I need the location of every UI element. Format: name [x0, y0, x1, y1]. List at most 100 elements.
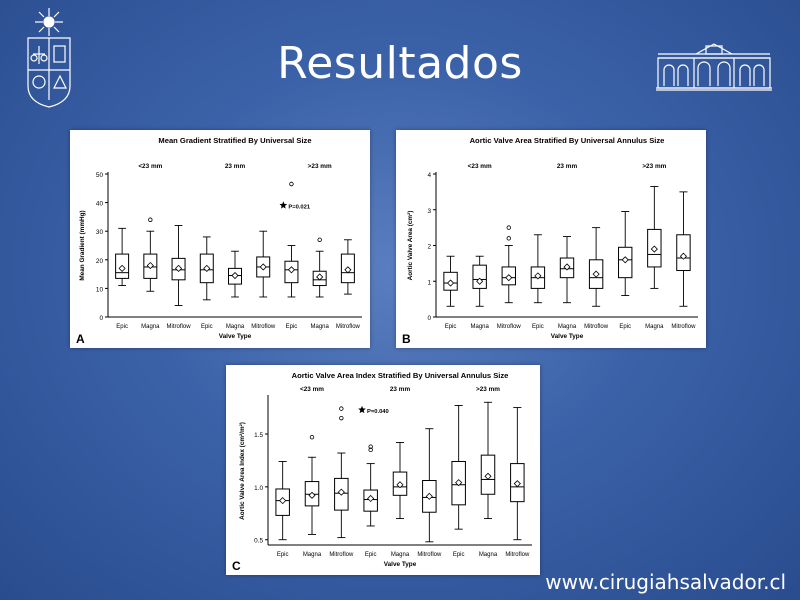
x-tick-label: Epic — [286, 324, 298, 330]
x-tick-label: Magna — [391, 552, 410, 558]
mean-marker — [650, 245, 658, 253]
mean-marker — [344, 266, 352, 274]
mean-marker — [279, 497, 287, 505]
x-tick-label: Epic — [453, 552, 465, 558]
x-tick-label: Magna — [558, 324, 577, 330]
group-label: <23 mm — [300, 386, 324, 393]
x-tick-label: Epic — [201, 324, 213, 330]
chart-panel-b: Aortic Valve Area Stratified By Universa… — [396, 130, 706, 348]
outlier-point — [506, 236, 511, 241]
chart-title: Aortic Valve Area Stratified By Universa… — [470, 136, 665, 145]
mean-marker — [146, 261, 154, 270]
group-label: 23 mm — [557, 163, 578, 170]
mean-marker — [396, 481, 404, 489]
mean-marker — [367, 494, 375, 503]
mean-marker — [513, 480, 521, 488]
university-crest-icon — [24, 8, 74, 113]
y-tick-label: 2 — [427, 244, 431, 251]
aortic-valve-area-index-boxplot: Aortic Valve Area Index Stratified By Un… — [232, 371, 532, 573]
hospital-building-icon — [654, 40, 774, 97]
box-magna — [472, 264, 487, 289]
x-axis-label: Valve Type — [551, 333, 584, 340]
x-tick-label: Mitroflow — [497, 324, 522, 330]
panel-letter: B — [402, 332, 411, 346]
y-tick-label: 1 — [427, 279, 431, 286]
mean-marker — [484, 472, 492, 480]
x-tick-label: Mitroflow — [336, 324, 361, 330]
x-tick-label: Epic — [365, 552, 377, 558]
mean-marker — [337, 488, 345, 496]
chart-title: Mean Gradient Stratified By Universal Si… — [158, 136, 311, 145]
y-tick-label: 10 — [96, 286, 104, 293]
significance-star — [279, 201, 288, 209]
y-tick-label: 0.5 — [254, 538, 263, 545]
y-axis-label: Aortic Valve Area (cm²) — [407, 211, 414, 281]
group-label: >23 mm — [308, 163, 332, 170]
y-tick-label: 0 — [99, 315, 103, 322]
x-tick-label: Mitroflow — [505, 552, 530, 558]
outlier-point — [309, 434, 315, 440]
significance-star — [358, 405, 366, 414]
group-label: >23 mm — [642, 163, 666, 170]
mean-marker — [118, 264, 126, 272]
x-tick-label: Epic — [619, 324, 631, 330]
mean-gradient-boxplot: Mean Gradient Stratified By Universal Si… — [76, 136, 362, 346]
y-axis-label: Mean Gradient (mmHg) — [79, 210, 86, 280]
x-tick-label: Magna — [226, 324, 245, 330]
group-label: <23 mm — [468, 163, 492, 170]
y-tick-label: 3 — [427, 208, 431, 215]
y-tick-label: 30 — [96, 229, 104, 236]
outlier-point — [317, 237, 322, 242]
mean-marker — [446, 279, 455, 287]
outlier-point — [339, 406, 344, 411]
box-mitroflow — [676, 234, 691, 272]
chart-panel-a: Mean Gradient Stratified By Universal Si… — [70, 130, 370, 348]
y-tick-label: 20 — [96, 258, 104, 265]
x-tick-label: Epic — [532, 324, 544, 330]
x-tick-label: Mitroflow — [251, 324, 276, 330]
mean-marker — [592, 270, 600, 278]
x-tick-label: Mitroflow — [671, 324, 696, 330]
x-axis-label: Valve Type — [219, 333, 252, 340]
y-tick-label: 4 — [427, 172, 431, 179]
panel-letter: C — [232, 559, 241, 573]
mean-marker — [425, 492, 433, 500]
x-tick-label: Mitroflow — [417, 552, 442, 558]
mean-marker — [476, 277, 484, 285]
y-tick-label: 1.0 — [254, 485, 263, 492]
group-label: 23 mm — [225, 163, 246, 170]
slide-title: Resultados — [277, 38, 523, 89]
x-tick-label: Magna — [303, 552, 322, 558]
aortic-valve-area-boxplot: Aortic Valve Area Stratified By Universa… — [402, 136, 698, 346]
x-tick-label: Mitroflow — [167, 324, 192, 330]
mean-marker — [679, 252, 688, 260]
mean-marker — [203, 264, 211, 272]
y-tick-label: 1.5 — [254, 432, 263, 439]
y-tick-label: 50 — [96, 172, 104, 179]
outlier-point — [506, 225, 511, 230]
x-tick-label: Magna — [470, 324, 489, 330]
x-tick-label: Magna — [479, 552, 498, 558]
x-tick-label: Magna — [141, 324, 160, 330]
y-axis-label: Aortic Valve Area Index (cm²/m²) — [239, 422, 246, 520]
mean-marker — [505, 274, 513, 282]
group-label: >23 mm — [476, 386, 500, 393]
x-axis-label: Valve Type — [384, 561, 417, 568]
outlier-point — [148, 217, 153, 222]
mean-marker — [287, 266, 296, 274]
mean-marker — [259, 263, 267, 271]
mean-marker — [316, 273, 324, 281]
chart-panel-c: Aortic Valve Area Index Stratified By Un… — [226, 365, 540, 575]
outlier-point — [368, 444, 373, 449]
mean-marker — [621, 256, 629, 264]
mean-marker — [308, 491, 316, 499]
mean-marker — [534, 272, 542, 280]
outlier-point — [368, 447, 373, 453]
mean-marker — [231, 271, 239, 280]
y-tick-label: 40 — [96, 201, 104, 208]
x-tick-label: Epic — [116, 324, 128, 330]
mean-marker — [455, 479, 463, 487]
mean-marker — [563, 263, 571, 271]
website-url: www.cirugiahsalvador.cl — [545, 570, 786, 594]
p-value-annotation: P=0.040 — [367, 409, 389, 415]
